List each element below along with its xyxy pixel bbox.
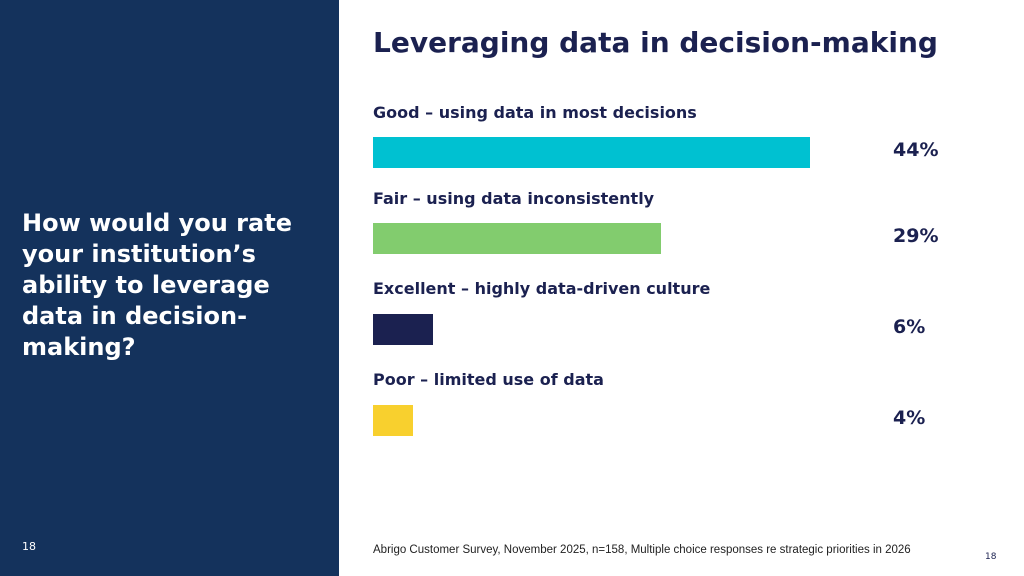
page-number-right: 18: [985, 552, 997, 562]
question-text: How would you rate your institution’s ab…: [22, 209, 292, 361]
value-label: 4%: [893, 407, 926, 429]
value-label: 44%: [893, 139, 939, 161]
value-label: 29%: [893, 225, 939, 247]
category-label: Good – using data in most decisions: [373, 103, 697, 122]
question-panel: How would you rate your institution’s ab…: [0, 0, 339, 576]
page-number-left: 18: [22, 540, 36, 553]
category-label: Fair – using data inconsistently: [373, 189, 655, 208]
chart-title: Leveraging data in decision-making: [373, 26, 938, 59]
source-note: Abrigo Customer Survey, November 2025, n…: [373, 544, 911, 556]
bar: [373, 223, 661, 254]
category-label: Excellent – highly data-driven culture: [373, 279, 711, 298]
bar: [373, 314, 433, 345]
value-label: 6%: [893, 316, 926, 338]
bar: [373, 137, 810, 168]
category-label: Poor – limited use of data: [373, 370, 604, 389]
bar: [373, 405, 413, 436]
